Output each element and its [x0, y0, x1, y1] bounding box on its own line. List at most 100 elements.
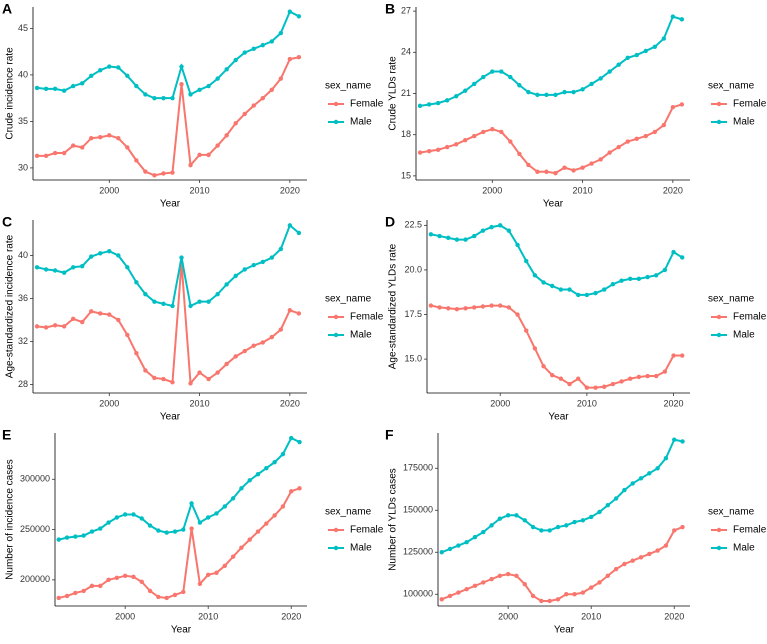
series-point [131, 574, 136, 580]
series-point [610, 282, 616, 287]
series-point [242, 267, 247, 272]
series-point [172, 529, 178, 534]
y-tick-label: 250000 [20, 524, 50, 534]
series-point [70, 316, 76, 322]
y-tick-label: 20.0 [404, 264, 422, 274]
series-point [260, 95, 265, 101]
series-point [589, 81, 594, 87]
series-point [417, 103, 423, 109]
legend-label: Female [350, 99, 384, 110]
series-point [532, 346, 538, 351]
series-point [489, 523, 494, 528]
series-point [622, 561, 627, 567]
series-point [61, 324, 67, 329]
x-tick-label: 2020 [663, 185, 683, 195]
series-point [564, 592, 569, 597]
series-point [580, 165, 585, 170]
x-tick-label: 2000 [99, 398, 119, 408]
series-line [441, 526, 683, 602]
series-point [296, 55, 302, 60]
legend-label: Female [733, 312, 767, 323]
series-point [233, 273, 238, 279]
series-point [80, 319, 85, 325]
series-point [555, 597, 561, 602]
series-point [672, 437, 677, 442]
y-axis-title: Number of YLDs cases [388, 468, 399, 571]
legend-dot [333, 545, 339, 551]
x-tick-label: 2000 [99, 185, 119, 195]
series-point [490, 126, 495, 132]
series-point [215, 76, 220, 81]
series-point [289, 489, 294, 494]
y-tick-label: 36 [18, 293, 28, 303]
series-point [541, 364, 546, 369]
legend-title: sex_name [325, 294, 372, 305]
series-point [206, 152, 211, 158]
series-point [571, 89, 576, 95]
series-point [446, 235, 451, 241]
series-point [80, 81, 85, 86]
series-point [197, 370, 202, 375]
series-point [625, 55, 630, 61]
series-point [242, 50, 247, 55]
series-point [56, 595, 61, 601]
series-point [222, 504, 227, 509]
series-point [247, 537, 252, 542]
series-point [524, 258, 529, 264]
x-tick-label: 2010 [577, 398, 597, 408]
series-point [446, 306, 451, 311]
series-point [179, 81, 184, 87]
series-point [80, 264, 85, 269]
series-point [170, 303, 175, 309]
series-point [81, 588, 86, 594]
series-point [463, 306, 468, 311]
y-tick-label: 30 [18, 162, 28, 172]
series-point [619, 379, 624, 384]
legend-label: Male [733, 330, 755, 341]
series-point [567, 381, 572, 387]
series-point [107, 312, 112, 317]
series-point [156, 594, 161, 600]
series-point [139, 516, 144, 521]
series-point [98, 311, 103, 316]
series-point [89, 254, 94, 259]
series-point [636, 374, 642, 380]
series-point [152, 299, 157, 304]
legend-dot [716, 527, 722, 533]
panel: D 15.0 17.5 20.0 22.5 2000 2010 2020 Year Age-sta… [385, 214, 767, 423]
series-point [472, 81, 477, 87]
series-point [588, 514, 594, 520]
series-point [289, 435, 294, 441]
series-line [36, 223, 300, 308]
series-point [34, 85, 40, 91]
y-axis-title: Age-standardized incidence rate [5, 234, 16, 378]
series-point [426, 148, 432, 154]
series-point [558, 376, 564, 381]
series-point [188, 381, 193, 386]
panel-tag: D [385, 214, 395, 230]
series-point [272, 513, 277, 518]
panel-tag: C [2, 214, 12, 230]
series-point [638, 476, 644, 481]
series-point [181, 527, 186, 532]
legend-label: Male [350, 543, 372, 554]
series-point [189, 501, 194, 506]
series-point [260, 259, 265, 265]
series-point [562, 165, 567, 170]
series-point [655, 548, 660, 553]
series-point [89, 309, 94, 314]
series-point [260, 340, 265, 345]
series-point [164, 530, 169, 535]
legend-dot [333, 314, 339, 320]
series-point [481, 74, 486, 80]
y-tick-label: 40 [18, 69, 28, 79]
series-point [437, 233, 442, 239]
x-tick-label: 2000 [115, 611, 135, 621]
series-point [662, 369, 668, 374]
x-axis-title: Year [160, 412, 181, 423]
series-point [278, 76, 284, 81]
series-point [89, 135, 94, 141]
series-point [215, 370, 220, 375]
series-point [647, 551, 652, 557]
series-point [472, 133, 477, 139]
